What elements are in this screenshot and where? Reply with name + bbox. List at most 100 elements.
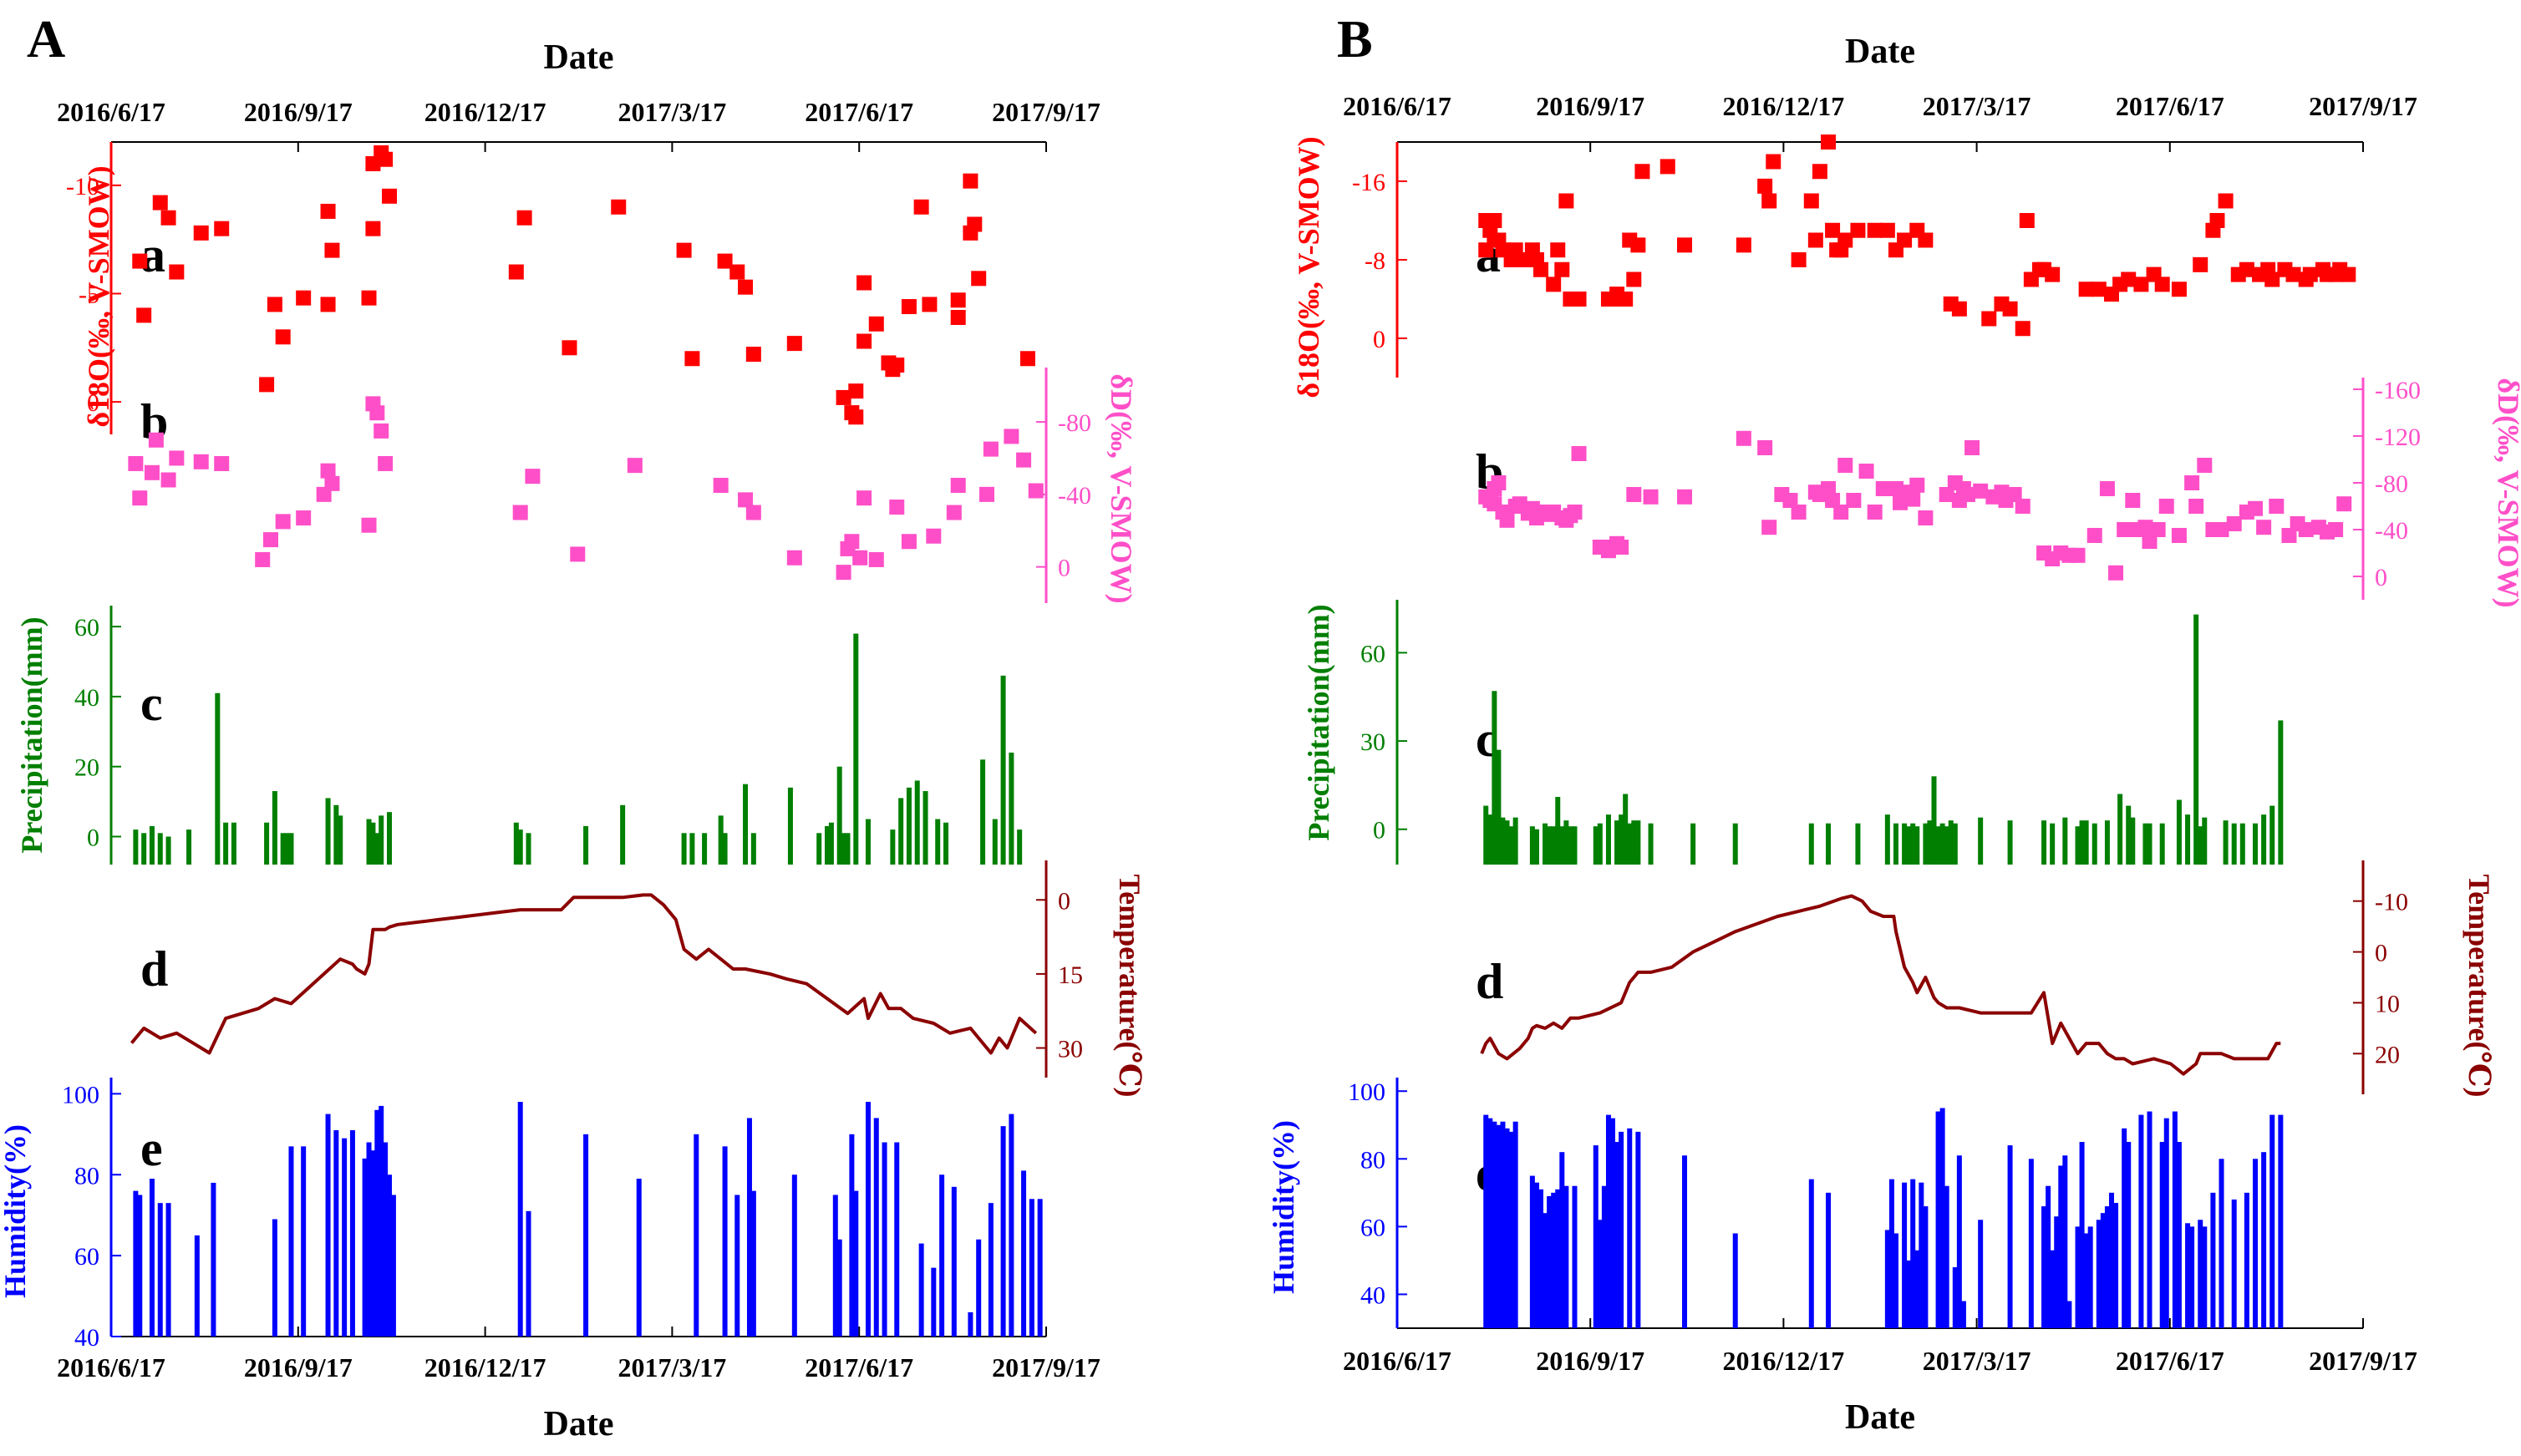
dD-point <box>262 532 278 548</box>
d18O-point <box>2239 261 2254 277</box>
humidity-bar <box>2108 1192 2114 1328</box>
dD-point <box>2006 487 2022 502</box>
d18O-point <box>193 225 209 241</box>
d18O-point <box>2019 213 2035 228</box>
humidity-bar <box>1508 1131 1514 1328</box>
bottom-x-axis-title: Date <box>1845 1398 1915 1437</box>
dD-point <box>570 546 586 562</box>
dD-point <box>169 450 185 466</box>
dD-point <box>1761 520 1777 535</box>
d18O-point <box>1791 252 1807 267</box>
humidity-bar <box>2176 1142 2182 1328</box>
humidity-axis-title: Humidity(%) <box>0 1124 32 1298</box>
dD-point <box>836 565 851 581</box>
temp-tick-label: 30 <box>1058 1036 1083 1063</box>
humidity-bar <box>370 1150 376 1337</box>
humidity-bar <box>1614 1142 1620 1328</box>
humidity-bar <box>2231 1199 2237 1328</box>
dD-point <box>2086 528 2102 543</box>
d18O-point <box>1850 222 1866 238</box>
d18O-point <box>1019 351 1035 367</box>
d18O-tick-label: 0 <box>1373 326 1385 353</box>
precip-bar <box>816 833 822 865</box>
precip-bar <box>923 791 928 865</box>
dD-point <box>1626 487 1642 502</box>
dD-point <box>856 490 872 506</box>
humidity-bar <box>2126 1142 2132 1328</box>
dD-point <box>132 490 148 506</box>
precip-bar <box>223 822 229 865</box>
dD-tick-label: -80 <box>2375 470 2408 498</box>
humidity-bar <box>931 1267 937 1337</box>
precip-bar <box>1855 823 1861 865</box>
precip-bar <box>898 798 904 865</box>
temperature-line <box>1480 894 2281 1076</box>
d18O-point <box>1677 237 1693 253</box>
d18O-point <box>275 329 291 345</box>
d18O-point <box>1766 154 1781 170</box>
humidity-bar <box>1978 1220 1984 1328</box>
d18O-point <box>2218 193 2234 209</box>
top-date-label: 2016/12/17 <box>1723 91 1845 121</box>
d18O-point <box>1659 159 1675 175</box>
dD-point <box>1736 430 1751 446</box>
humidity-bar <box>976 1239 982 1337</box>
d18O-point <box>1546 276 1562 292</box>
precip-bar <box>338 815 343 865</box>
precip-bar <box>1910 823 1916 865</box>
d18O-point <box>1571 292 1587 307</box>
dD-point <box>1782 493 1798 508</box>
humidity-bar <box>2041 1206 2047 1328</box>
humidity-bar <box>2185 1223 2191 1328</box>
humidity-bar <box>849 1134 855 1337</box>
dD-point <box>2125 493 2141 508</box>
sub-label-e: e <box>140 1121 163 1176</box>
d18O-point <box>1951 301 1967 317</box>
d18O-point <box>562 340 577 356</box>
dD-point <box>1643 489 1659 505</box>
humidity-bar <box>832 1195 838 1337</box>
top-date-label: 2017/3/17 <box>1923 91 2031 121</box>
temp-tick-label: -10 <box>2375 889 2408 916</box>
d18O-point <box>320 203 336 219</box>
dD-point <box>745 505 761 520</box>
humidity-bar <box>1952 1267 1958 1328</box>
dD-point <box>193 454 209 469</box>
d18O-point <box>971 271 987 287</box>
humidity-bar <box>1021 1170 1027 1337</box>
d18O-point <box>1837 232 1853 248</box>
precip-bar <box>1533 829 1539 865</box>
dD-point <box>2108 565 2124 581</box>
humidity-bar <box>894 1142 900 1337</box>
humidity-tick-label: 40 <box>74 1324 99 1352</box>
dD-point <box>1757 440 1773 455</box>
series-temp: 0 15 30 Temperature(℃) <box>130 860 1146 1098</box>
d18O-point <box>967 216 983 232</box>
humidity-bar <box>1732 1233 1738 1328</box>
humidity-bar <box>1009 1114 1014 1337</box>
dD-point <box>2142 534 2158 549</box>
precip-bar <box>370 822 376 865</box>
humidity-bar <box>157 1203 163 1337</box>
humidity-bar <box>211 1182 216 1337</box>
precip-bar <box>1512 817 1518 865</box>
humidity-bar <box>133 1190 139 1337</box>
dD-point <box>627 458 643 474</box>
dD-point <box>1677 489 1693 505</box>
humidity-bar <box>526 1210 531 1337</box>
d18O-point <box>1807 232 1823 248</box>
precip-bar <box>1935 826 1941 865</box>
humidity-bar <box>853 1190 859 1337</box>
precip-bar <box>2193 614 2199 865</box>
dD-point <box>946 505 962 520</box>
top-date-label: 2017/3/17 <box>618 97 727 127</box>
dD-point <box>2137 520 2153 535</box>
dD-point <box>950 478 966 493</box>
precip-axis-title: Precipitation(mm) <box>15 616 48 853</box>
bottom-date-label: 2017/6/17 <box>2116 1346 2224 1376</box>
series-humidity: 40 60 80 100 Humidity(%) <box>1267 1078 2284 1328</box>
precip-bar <box>992 819 998 865</box>
dD-tick-label: -40 <box>1058 482 1091 510</box>
dD-point <box>852 550 868 566</box>
d18O-tick-label: 0 <box>87 389 99 417</box>
